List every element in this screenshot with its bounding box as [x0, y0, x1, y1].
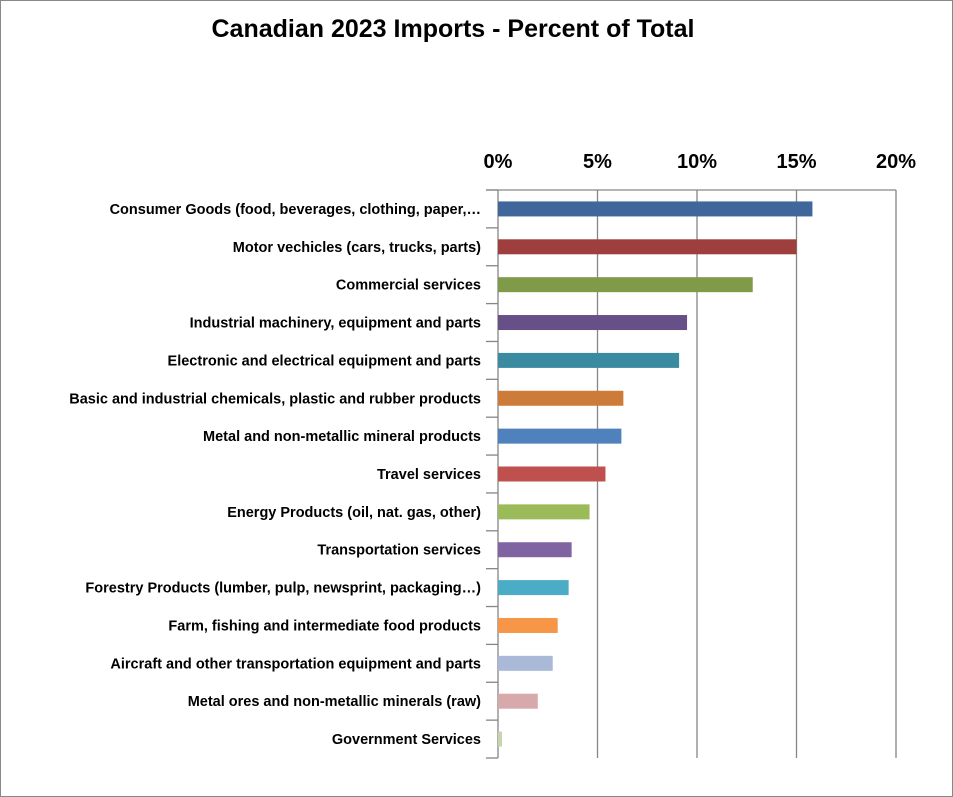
category-label: Farm, fishing and intermediate food prod… — [168, 618, 481, 634]
bar — [498, 580, 569, 596]
x-tick-label: 5% — [583, 151, 612, 173]
bar — [498, 542, 572, 558]
bar — [498, 352, 680, 368]
bar — [498, 390, 624, 406]
category-label: Industrial machinery, equipment and part… — [190, 316, 481, 332]
bar — [498, 693, 538, 709]
bar — [498, 466, 606, 482]
bar — [498, 239, 797, 255]
bar — [498, 428, 622, 444]
bar — [498, 504, 590, 520]
category-label: Metal ores and non-metallic minerals (ra… — [188, 694, 481, 710]
category-label: Forestry Products (lumber, pulp, newspri… — [85, 581, 481, 597]
category-label: Commercial services — [336, 278, 481, 294]
category-label: Travel services — [377, 467, 481, 483]
x-tick-label: 15% — [776, 151, 816, 173]
x-tick-label: 0% — [484, 151, 513, 173]
category-label: Energy Products (oil, nat. gas, other) — [227, 505, 481, 521]
category-label: Transportation services — [317, 543, 481, 559]
category-label: Government Services — [332, 732, 481, 748]
category-label: Aircraft and other transportation equipm… — [110, 656, 481, 672]
bar — [498, 617, 558, 633]
x-tick-label: 10% — [677, 151, 717, 173]
category-label: Basic and industrial chemicals, plastic … — [69, 391, 481, 407]
category-label: Metal and non-metallic mineral products — [203, 429, 481, 445]
bar — [498, 731, 502, 747]
bar — [498, 315, 688, 331]
x-tick-label: 20% — [876, 151, 916, 173]
bar — [498, 277, 753, 293]
category-label: Electronic and electrical equipment and … — [168, 353, 481, 369]
chart-title: Canadian 2023 Imports - Percent of Total — [212, 15, 695, 43]
bar — [498, 201, 813, 217]
category-label: Motor vechicles (cars, trucks, parts) — [233, 240, 481, 256]
category-label: Consumer Goods (food, beverages, clothin… — [110, 202, 481, 218]
bar — [498, 655, 553, 671]
